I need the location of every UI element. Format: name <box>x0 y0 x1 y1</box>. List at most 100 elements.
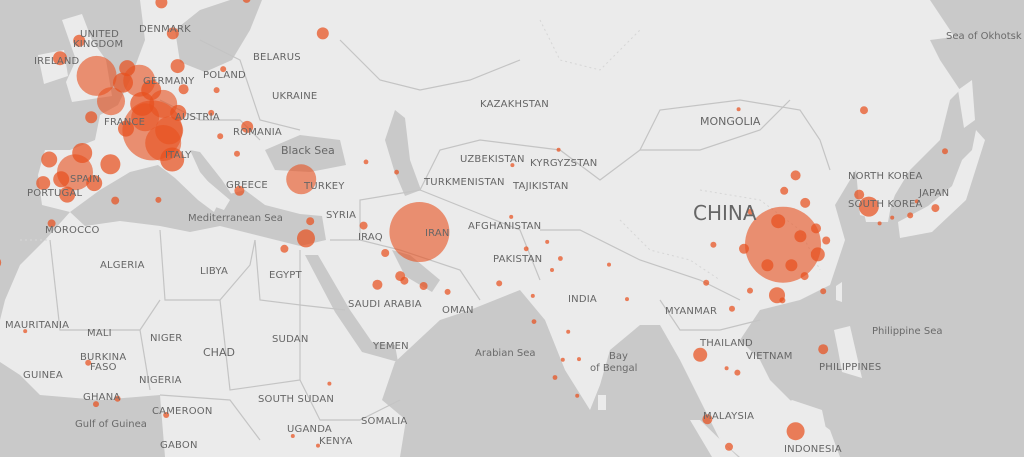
map-bubble-marker[interactable] <box>394 169 399 175</box>
map-bubble-marker[interactable] <box>85 111 98 124</box>
map-bubble-marker[interactable] <box>800 272 809 281</box>
map-bubble-marker[interactable] <box>119 60 136 77</box>
map-bubble-marker[interactable] <box>100 154 121 175</box>
map-bubble-marker[interactable] <box>858 196 879 217</box>
map-bubble-marker[interactable] <box>72 143 93 163</box>
map-bubble-marker[interactable] <box>736 107 741 112</box>
map-bubble-marker[interactable] <box>566 329 571 334</box>
map-bubble-marker[interactable] <box>558 256 563 261</box>
map-bubble-marker[interactable] <box>160 147 185 172</box>
map-bubble-marker[interactable] <box>444 288 451 295</box>
map-bubble-marker[interactable] <box>890 215 895 220</box>
map-bubble-marker[interactable] <box>208 109 215 116</box>
map-bubble-marker[interactable] <box>59 186 76 203</box>
map-bubble-marker[interactable] <box>607 262 611 267</box>
map-bubble-marker[interactable] <box>155 0 168 9</box>
map-bubble-marker[interactable] <box>41 151 58 168</box>
map-bubble-marker[interactable] <box>53 171 70 188</box>
map-bubble-marker[interactable] <box>931 204 940 213</box>
map-bubble-marker[interactable] <box>234 185 245 196</box>
map-bubble-marker[interactable] <box>111 196 120 205</box>
map-bubble-marker[interactable] <box>810 247 825 262</box>
map-bubble-marker[interactable] <box>552 375 558 380</box>
map-bubble-marker[interactable] <box>907 212 914 219</box>
map-bubble-marker[interactable] <box>316 443 320 448</box>
map-bubble-marker[interactable] <box>297 229 315 248</box>
map-bubble-marker[interactable] <box>141 80 162 101</box>
map-bubble-marker[interactable] <box>530 293 535 298</box>
map-bubble-marker[interactable] <box>73 34 86 47</box>
map-bubble-marker[interactable] <box>734 369 741 376</box>
map-bubble-marker[interactable] <box>531 319 537 324</box>
map-bubble-marker[interactable] <box>113 72 133 93</box>
map-bubble-marker[interactable] <box>155 196 162 203</box>
map-bubble-marker[interactable] <box>85 359 92 366</box>
map-bubble-marker[interactable] <box>818 344 829 355</box>
map-bubble-marker[interactable] <box>510 163 515 168</box>
map-bubble-marker[interactable] <box>86 175 103 192</box>
map-bubble-marker[interactable] <box>790 170 801 181</box>
map-bubble-marker[interactable] <box>93 401 99 408</box>
map-bubble-marker[interactable] <box>729 305 735 312</box>
map-bubble-marker[interactable] <box>786 422 805 441</box>
map-bubble-marker[interactable] <box>771 214 786 229</box>
map-bubble-marker[interactable] <box>703 279 710 286</box>
map-bubble-marker[interactable] <box>496 280 503 287</box>
map-bubble-marker[interactable] <box>359 221 368 230</box>
map-bubble-marker[interactable] <box>854 189 865 200</box>
map-bubble-marker[interactable] <box>739 243 749 254</box>
map-bubble-marker[interactable] <box>822 236 831 245</box>
map-bubble-marker[interactable] <box>234 150 240 157</box>
map-bubble-marker[interactable] <box>241 120 254 133</box>
map-bubble-marker[interactable] <box>23 329 28 334</box>
map-bubble-marker[interactable] <box>97 87 125 116</box>
map-bubble-marker[interactable] <box>820 288 827 295</box>
map-bubble-marker[interactable] <box>811 223 821 234</box>
map-bubble-marker[interactable] <box>724 366 729 371</box>
map-bubble-marker[interactable] <box>220 66 227 73</box>
map-bubble-marker[interactable] <box>780 186 789 195</box>
map-bubble-marker[interactable] <box>550 268 554 272</box>
map-bubble-marker[interactable] <box>942 148 948 155</box>
map-bubble-marker[interactable] <box>747 208 754 215</box>
map-bubble-marker[interactable] <box>747 287 753 294</box>
map-bubble-marker[interactable] <box>389 202 450 262</box>
map-bubble-marker[interactable] <box>400 276 409 285</box>
map-bubble-marker[interactable] <box>560 357 565 362</box>
map-bubble-marker[interactable] <box>877 221 882 226</box>
map-bubble-marker[interactable] <box>47 219 56 228</box>
map-bubble-marker[interactable] <box>217 133 224 140</box>
map-bubble-marker[interactable] <box>800 197 811 208</box>
map-bubble-marker[interactable] <box>306 217 315 226</box>
map-bubble-marker[interactable] <box>327 381 332 386</box>
map-bubble-marker[interactable] <box>155 116 184 145</box>
map-bubble-marker[interactable] <box>166 27 179 40</box>
map-bubble-marker[interactable] <box>575 393 580 398</box>
map-bubble-marker[interactable] <box>163 412 170 418</box>
map-bubble-marker[interactable] <box>363 159 369 165</box>
map-bubble-marker[interactable] <box>280 244 289 253</box>
map-bubble-marker[interactable] <box>914 199 919 204</box>
map-bubble-marker[interactable] <box>860 106 868 115</box>
map-bubble-marker[interactable] <box>0 257 2 269</box>
map-bubble-marker[interactable] <box>785 259 798 272</box>
map-bubble-marker[interactable] <box>693 347 708 362</box>
map-bubble-marker[interactable] <box>170 104 187 121</box>
map-bubble-marker[interactable] <box>556 147 561 152</box>
map-bubble-marker[interactable] <box>779 297 786 304</box>
map-bubble-marker[interactable] <box>702 414 713 425</box>
map-bubble-marker[interactable] <box>372 279 383 290</box>
map-bubble-marker[interactable] <box>725 442 733 451</box>
map-bubble-marker[interactable] <box>523 246 529 252</box>
map-bubble-marker[interactable] <box>36 176 51 191</box>
map-bubble-marker[interactable] <box>170 59 185 74</box>
map-bubble-marker[interactable] <box>381 249 390 257</box>
map-bubble-marker[interactable] <box>178 84 189 95</box>
map-bubble-marker[interactable] <box>577 357 581 362</box>
map-bubble-marker[interactable] <box>710 241 717 248</box>
map-bubble-marker[interactable] <box>290 434 295 438</box>
map-bubble-marker[interactable] <box>286 164 317 195</box>
map-bubble-marker[interactable] <box>118 120 134 137</box>
